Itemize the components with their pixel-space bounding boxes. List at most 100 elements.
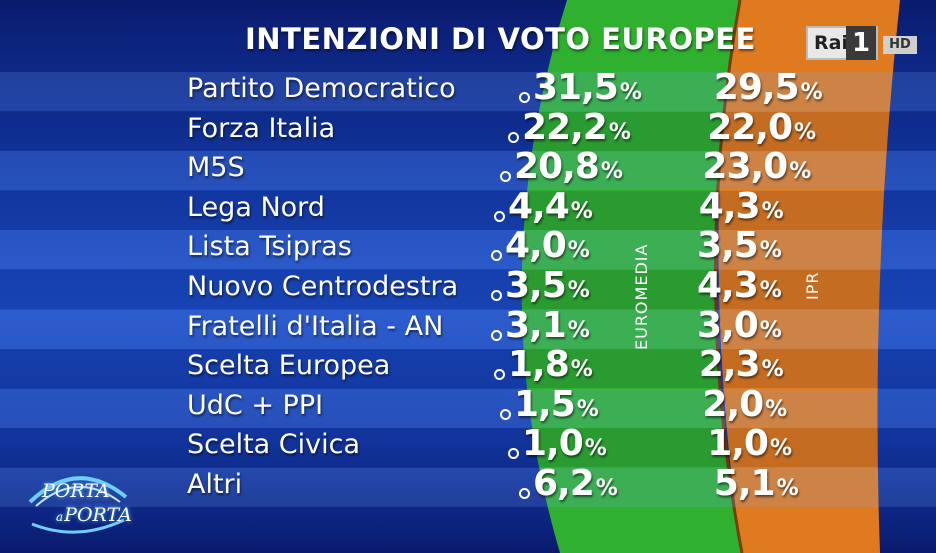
series-label-euromedia: EUROMEDIA: [632, 243, 651, 350]
ipr-value: 3,0%: [697, 304, 782, 346]
party-label: Forza Italia: [187, 112, 336, 144]
euromedia-value: 1,8%: [508, 344, 593, 386]
value-number: 1,0: [522, 423, 584, 465]
band-divider: [714, 0, 744, 553]
value-number: 2,0: [702, 383, 764, 425]
percent-sign: %: [608, 119, 631, 145]
value-number: 3,0: [697, 304, 759, 346]
percent-sign: %: [584, 436, 607, 462]
percent-sign: %: [759, 317, 782, 343]
value-number: 1,0: [707, 423, 769, 465]
percent-sign: %: [765, 396, 787, 422]
ipr-value: 23,0%: [702, 146, 811, 188]
row-stripe: [0, 230, 936, 270]
value-number: 4,4: [508, 185, 570, 227]
party-label: Fratelli d'Italia - AN: [187, 310, 444, 342]
ipr-value: 2,0%: [702, 383, 787, 425]
value-number: 31,5: [533, 67, 619, 108]
percent-sign: %: [789, 159, 811, 185]
percent-sign: %: [761, 357, 784, 383]
percent-sign: %: [761, 198, 784, 224]
row-stripe: [0, 151, 936, 191]
percent-sign: %: [769, 436, 792, 462]
row-stripe: [0, 428, 936, 468]
party-label: Scelta Civica: [187, 429, 361, 461]
rai-channel-number: 1: [846, 26, 876, 60]
value-number: 3,5: [697, 225, 759, 267]
percent-sign: %: [595, 476, 618, 501]
hd-badge: HD: [883, 36, 917, 54]
value-number: 4,0: [505, 225, 567, 267]
party-label: Partito Democratico: [187, 73, 456, 104]
euromedia-value: 3,5%: [505, 265, 590, 306]
bullet-icon: [508, 131, 519, 143]
ipr-band: [718, 0, 900, 553]
logo-line-1: PORTA: [42, 480, 110, 502]
logo-swoosh-icon: [28, 476, 128, 534]
value-number: 3,5: [505, 265, 567, 306]
porta-a-porta-logo: PORTA aPORTA: [22, 462, 132, 542]
chart-title: INTENZIONI DI VOTO EUROPEE: [245, 22, 756, 56]
percent-sign: %: [576, 396, 599, 422]
percent-sign: %: [619, 80, 642, 105]
euromedia-value: 20,8%: [514, 146, 623, 188]
row-stripe: [0, 270, 936, 309]
percent-sign: %: [759, 238, 782, 264]
row-stripe: [0, 309, 936, 349]
value-number: 20,8: [514, 146, 600, 188]
bullet-icon: [494, 210, 505, 222]
euromedia-value: 6,2%: [533, 463, 618, 504]
percent-sign: %: [794, 119, 816, 145]
percent-sign: %: [800, 80, 823, 105]
party-label: UdC + PPI: [187, 389, 324, 421]
value-number: 1,5: [514, 383, 576, 425]
value-number: 5,1: [713, 463, 776, 504]
value-number: 4,3: [698, 185, 761, 227]
party-label: Scelta Europea: [187, 350, 391, 382]
ipr-value: 29,5%: [714, 67, 823, 108]
bullet-icon: [519, 92, 530, 103]
ipr-value: 1,0%: [707, 423, 792, 465]
row-stripe: [0, 190, 936, 230]
bullet-icon: [494, 369, 505, 381]
row-stripe: [0, 72, 936, 111]
logo-connector: a: [56, 510, 64, 524]
bullet-icon: [491, 329, 502, 341]
bullet-icon: [491, 250, 502, 262]
bullet-icon: [519, 488, 530, 499]
euromedia-value: 1,5%: [514, 383, 599, 425]
ipr-value: 3,5%: [697, 225, 782, 267]
bullet-icon: [508, 448, 519, 460]
value-number: 22,2: [522, 106, 608, 148]
value-number: 2,3: [698, 344, 761, 386]
ipr-value: 22,0%: [707, 107, 816, 148]
logo-line-2: aPORTA: [56, 504, 132, 526]
value-number: 1,8: [508, 344, 570, 386]
rai-logo-text: Rai: [814, 32, 848, 54]
euromedia-value: 1,0%: [522, 423, 607, 465]
bullet-icon: [500, 171, 511, 183]
party-label: Lega Nord: [187, 191, 325, 223]
series-label-ipr: IPR: [803, 271, 822, 300]
euromedia-value: 4,0%: [505, 225, 590, 267]
row-stripe: [0, 349, 936, 389]
percent-sign: %: [776, 476, 799, 501]
percent-sign: %: [567, 278, 590, 303]
percent-sign: %: [759, 278, 782, 303]
percent-sign: %: [570, 198, 593, 224]
logo-line-2-word: PORTA: [64, 504, 132, 526]
party-label: Altri: [187, 469, 243, 500]
bullet-icon: [500, 408, 511, 420]
euromedia-value: 31,5%: [533, 67, 642, 108]
party-label: Lista Tsipras: [187, 231, 352, 263]
value-number: 3,1: [505, 304, 567, 346]
row-stripe: [0, 111, 936, 151]
percent-sign: %: [570, 357, 593, 383]
value-number: 23,0: [702, 146, 788, 188]
row-stripe: [0, 468, 936, 507]
ipr-value: 5,1%: [713, 463, 799, 504]
percent-sign: %: [567, 317, 590, 343]
percent-sign: %: [567, 238, 590, 264]
